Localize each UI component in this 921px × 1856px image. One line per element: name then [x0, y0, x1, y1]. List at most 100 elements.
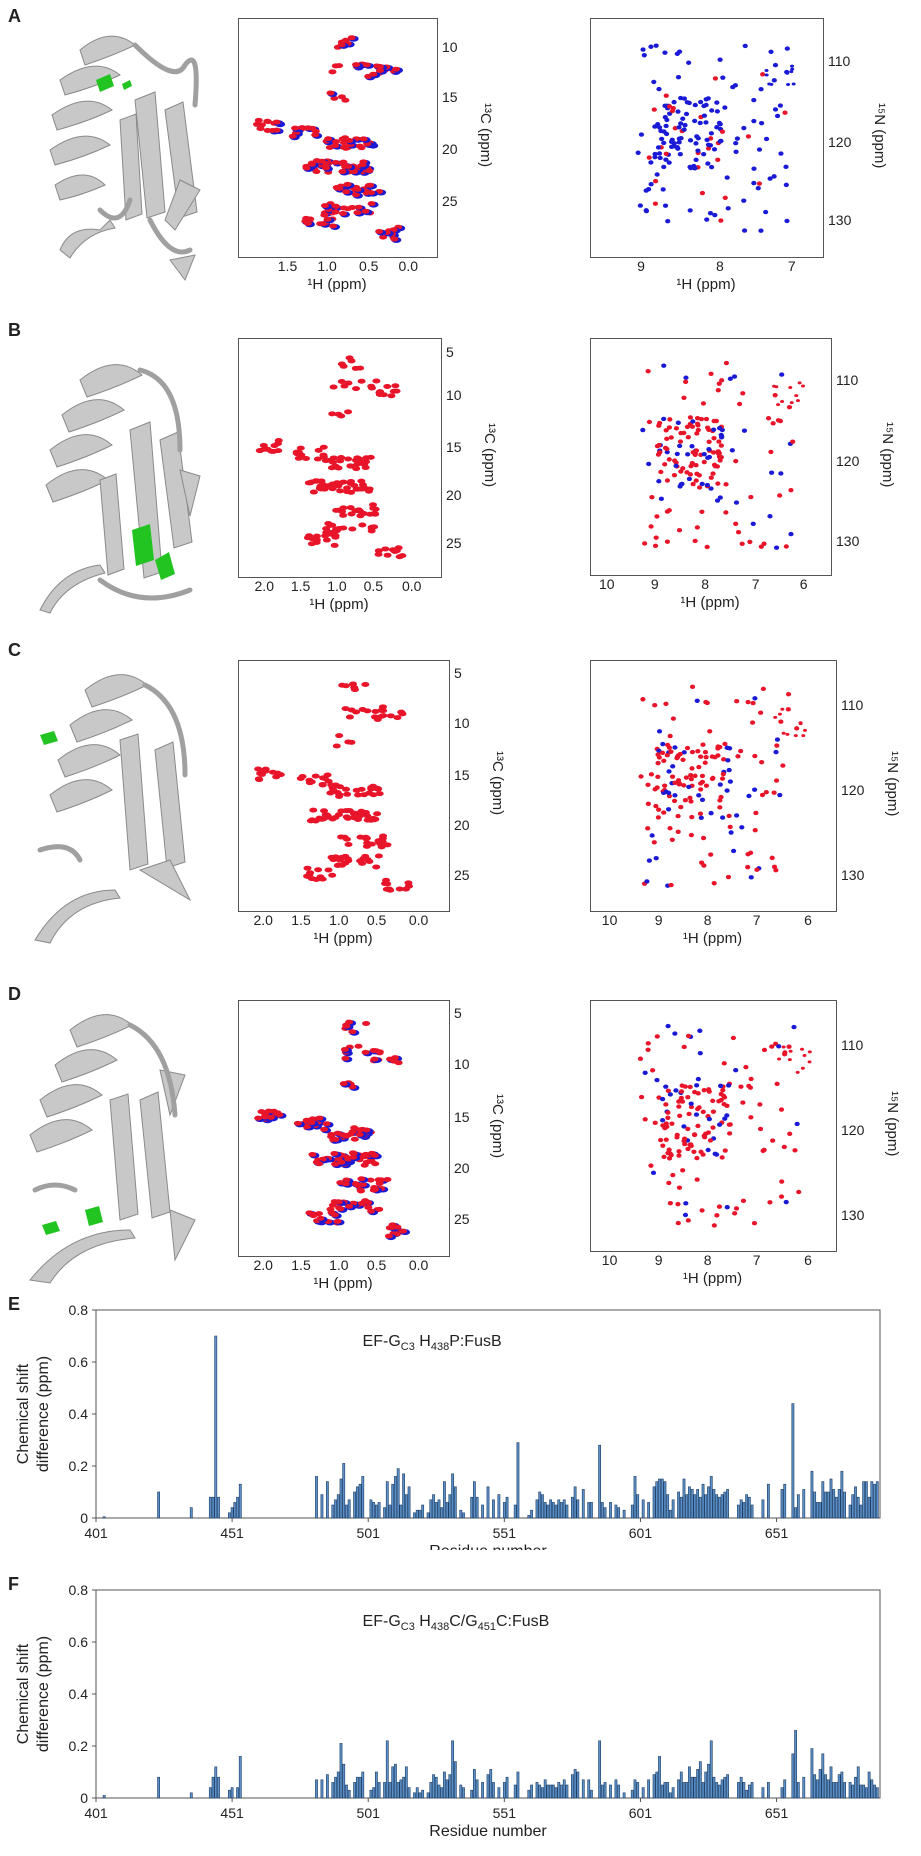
- bar: [415, 1509, 419, 1519]
- peak-complex: [363, 813, 372, 819]
- peak-complex: [335, 733, 344, 739]
- bar: [851, 1494, 855, 1519]
- bar: [873, 1483, 876, 1519]
- peak-sidechain: [787, 1058, 792, 1062]
- bar: [854, 1776, 857, 1799]
- peak-complex: [308, 1151, 317, 1157]
- peak: [771, 174, 777, 179]
- peak: [714, 109, 720, 114]
- peak: [772, 392, 778, 398]
- peak: [688, 773, 694, 778]
- y-tick-label: 0.4: [69, 1406, 89, 1422]
- peak-complex: [391, 383, 400, 389]
- peak-complex: [368, 502, 377, 508]
- bar: [538, 1491, 542, 1519]
- peak-complex: [369, 815, 378, 821]
- peak: [711, 881, 717, 886]
- peak: [638, 132, 645, 137]
- bar: [581, 1489, 585, 1519]
- plot-frame: [95, 1309, 881, 1519]
- bar: [813, 1774, 817, 1799]
- bar: [835, 1782, 838, 1799]
- peak: [695, 1076, 701, 1082]
- peak-complex: [345, 1203, 354, 1209]
- peak: [681, 750, 687, 755]
- bar: [345, 1784, 348, 1799]
- peak: [653, 803, 659, 809]
- peak: [685, 1095, 691, 1100]
- peak: [663, 789, 669, 794]
- bar: [677, 1491, 680, 1519]
- peak-complex: [307, 541, 316, 547]
- bar: [315, 1476, 318, 1519]
- bar: [682, 1478, 686, 1519]
- bar: [407, 1486, 411, 1519]
- peak-complex: [292, 451, 301, 457]
- peak-complex: [291, 125, 300, 131]
- peak: [752, 787, 758, 792]
- bar: [339, 1478, 343, 1519]
- y-axis-label-line1: Chemical shift: [15, 1643, 32, 1744]
- bar: [369, 1789, 373, 1799]
- peak-complex: [255, 448, 264, 454]
- peak: [711, 435, 717, 441]
- bar: [590, 1789, 593, 1799]
- bar: [720, 1494, 724, 1519]
- peak: [717, 57, 723, 62]
- peak: [668, 1152, 674, 1158]
- bar: [527, 1515, 531, 1519]
- peak: [687, 208, 693, 213]
- peak-complex: [307, 479, 316, 485]
- peak: [652, 543, 659, 549]
- peak-complex: [337, 42, 346, 48]
- bar: [723, 1491, 727, 1519]
- peak-complex: [260, 1114, 269, 1120]
- peak-complex: [263, 446, 272, 452]
- peak: [673, 1088, 679, 1093]
- peak-complex: [321, 160, 330, 166]
- bar: [717, 1784, 721, 1799]
- y-axis-label-13c: ¹³C (ppm): [489, 751, 506, 816]
- bar: [394, 1476, 397, 1519]
- peak-sidechain: [802, 1053, 807, 1057]
- peak: [761, 1047, 768, 1053]
- protein-structure-a: [49, 35, 201, 282]
- bar: [502, 1502, 506, 1519]
- peak: [733, 521, 739, 526]
- peak: [680, 757, 686, 763]
- peak: [748, 494, 754, 500]
- peak-sidechain: [794, 394, 799, 398]
- peak: [783, 1199, 789, 1205]
- peak: [666, 425, 672, 430]
- bar: [633, 1476, 637, 1519]
- peak: [748, 1076, 754, 1082]
- bar: [557, 1499, 561, 1519]
- peak-complex: [346, 463, 355, 469]
- peak-complex: [333, 465, 342, 471]
- bar: [541, 1494, 544, 1519]
- peak: [681, 783, 687, 788]
- x-tick-label: 401: [84, 1805, 108, 1821]
- peak: [645, 826, 651, 831]
- peak: [757, 1102, 763, 1107]
- x-tick-15n: 7: [787, 258, 796, 274]
- peak: [733, 1067, 739, 1073]
- peak-complex: [364, 1200, 373, 1206]
- bar: [407, 1787, 411, 1799]
- peak-complex: [318, 781, 327, 787]
- bar: [342, 1463, 346, 1519]
- bar: [726, 1489, 729, 1519]
- peak: [697, 1050, 703, 1056]
- bar: [636, 1494, 640, 1519]
- y-tick-label: 0.4: [69, 1686, 89, 1702]
- bar: [609, 1502, 612, 1519]
- bar: [560, 1502, 563, 1519]
- peak: [681, 96, 688, 101]
- peak: [751, 1221, 758, 1226]
- y-tick-15n: 130: [841, 867, 865, 883]
- peak: [765, 416, 772, 421]
- peak: [666, 745, 673, 750]
- bar: [717, 1496, 721, 1519]
- peak-complex: [404, 880, 413, 886]
- peak: [665, 1088, 671, 1093]
